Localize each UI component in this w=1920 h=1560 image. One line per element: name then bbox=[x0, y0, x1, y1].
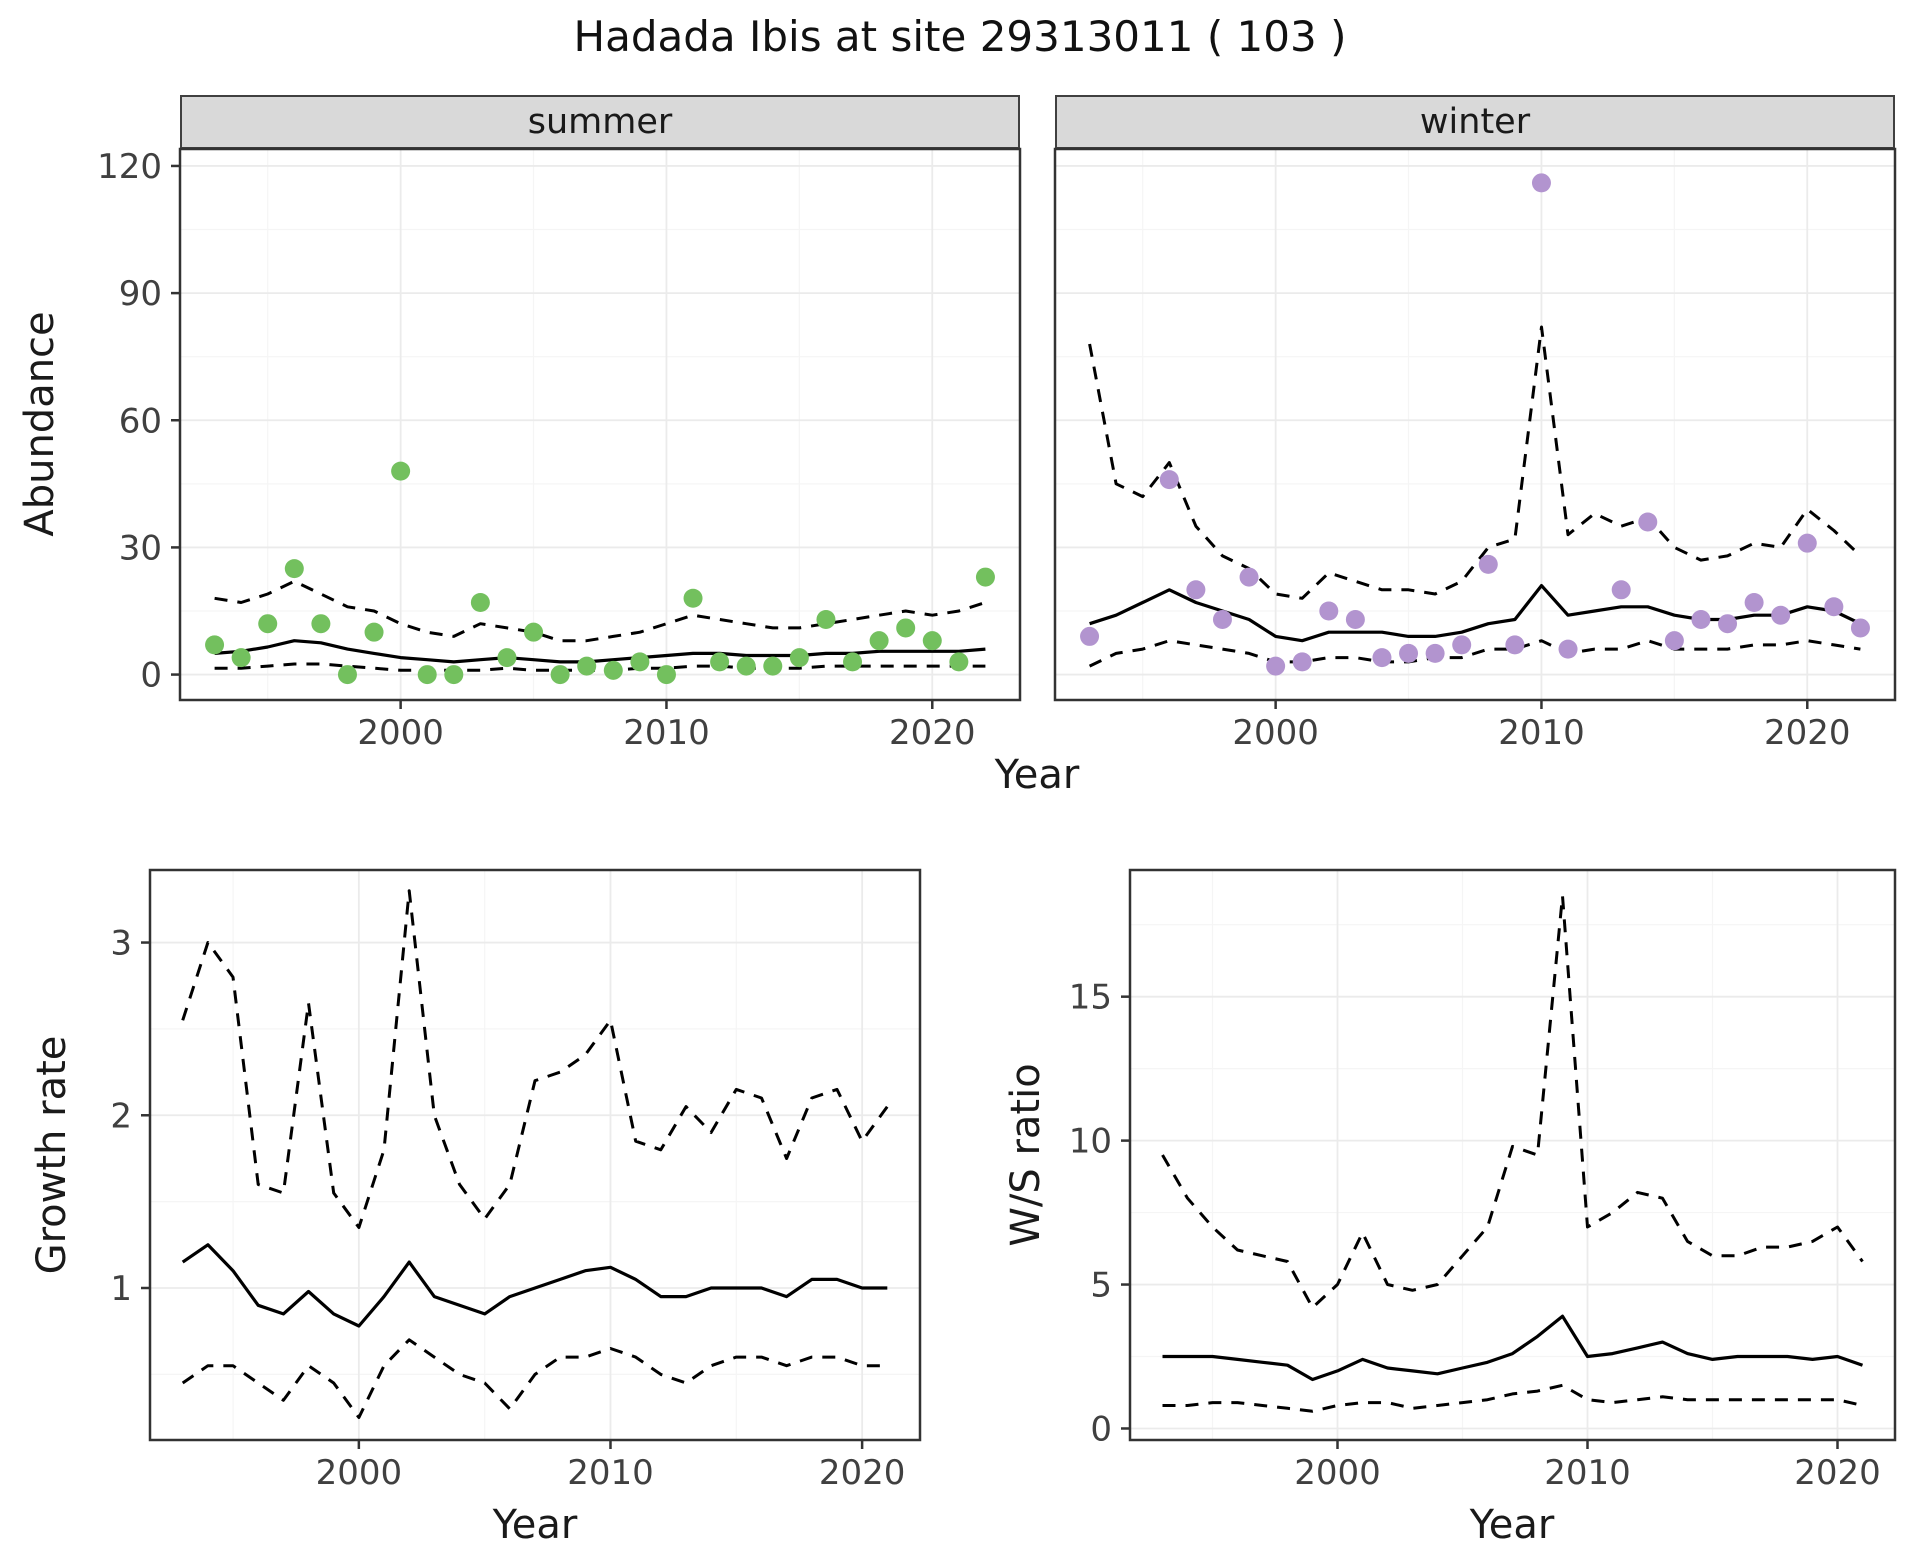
facet-strip-summer: summer bbox=[180, 95, 1020, 149]
svg-text:0: 0 bbox=[140, 656, 162, 696]
svg-text:2010: 2010 bbox=[567, 1453, 654, 1493]
svg-text:30: 30 bbox=[119, 528, 162, 568]
growth-rate-x-axis-title: Year bbox=[492, 1502, 578, 1548]
svg-text:2010: 2010 bbox=[623, 713, 710, 753]
svg-text:2010: 2010 bbox=[1498, 713, 1585, 753]
svg-text:2000: 2000 bbox=[1294, 1453, 1381, 1493]
svg-text:2020: 2020 bbox=[1794, 1453, 1881, 1493]
svg-text:2000: 2000 bbox=[1232, 713, 1319, 753]
summer-abundance-panel: 2000 2010 2020 0 30 60 90 120 bbox=[97, 147, 1022, 753]
svg-text:2020: 2020 bbox=[819, 1453, 906, 1493]
svg-text:2000: 2000 bbox=[357, 713, 444, 753]
abundance-axis-title: Abundance bbox=[17, 311, 63, 537]
svg-text:120: 120 bbox=[97, 147, 162, 187]
svg-text:60: 60 bbox=[119, 401, 162, 441]
chart-title: Hadada Ibis at site 29313011 ( 103 ) bbox=[573, 12, 1347, 61]
winter-abundance-panel: 2000 2010 2020 bbox=[1053, 147, 1897, 753]
abundance-x-axis-title: Year bbox=[994, 752, 1080, 798]
svg-text:2020: 2020 bbox=[889, 713, 976, 753]
svg-text:5: 5 bbox=[1090, 1266, 1112, 1306]
svg-text:10: 10 bbox=[1069, 1122, 1112, 1162]
ws-ratio-x-axis-title: Year bbox=[1469, 1502, 1555, 1548]
ws-ratio-axis-title: W/S ratio bbox=[1003, 1063, 1049, 1247]
growth-rate-panel: 2000 2010 2020 1 2 3 bbox=[110, 868, 922, 1493]
facet-strip-winter: winter bbox=[1055, 95, 1895, 149]
svg-text:2020: 2020 bbox=[1764, 713, 1851, 753]
svg-text:2: 2 bbox=[110, 1096, 132, 1136]
facet-label-winter: winter bbox=[1419, 102, 1531, 142]
svg-text:1: 1 bbox=[110, 1269, 132, 1309]
facet-label-summer: summer bbox=[527, 102, 673, 142]
svg-text:90: 90 bbox=[119, 274, 162, 314]
svg-text:15: 15 bbox=[1069, 978, 1112, 1018]
svg-text:2010: 2010 bbox=[1544, 1453, 1631, 1493]
svg-text:3: 3 bbox=[110, 924, 132, 964]
ws-ratio-panel: 2000 2010 2020 0 5 10 15 bbox=[1069, 868, 1897, 1493]
growth-rate-axis-title: Growth rate bbox=[29, 1035, 75, 1275]
svg-text:2000: 2000 bbox=[316, 1453, 403, 1493]
svg-text:0: 0 bbox=[1090, 1409, 1112, 1449]
